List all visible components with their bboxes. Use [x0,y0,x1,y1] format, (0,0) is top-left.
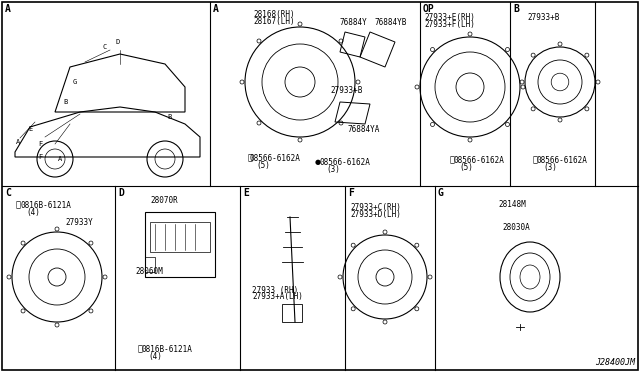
Text: 76884YB: 76884YB [375,18,408,27]
Text: G: G [438,188,444,198]
Text: 27933+F(LH): 27933+F(LH) [424,19,475,29]
Text: F: F [38,141,42,147]
Text: 08566-6162A: 08566-6162A [320,157,371,167]
Text: E: E [243,188,249,198]
Text: 0816B-6121A: 0816B-6121A [142,344,193,353]
Text: A: A [213,4,219,14]
Text: C: C [103,44,107,50]
Text: OP: OP [423,4,435,14]
Text: D: D [118,188,124,198]
Text: A: A [58,156,62,162]
Bar [282,304,302,322]
Text: 27933+E(RH): 27933+E(RH) [424,13,475,22]
Text: 28167(LH): 28167(LH) [253,16,294,26]
Text: B: B [513,4,519,14]
Text: C: C [5,188,11,198]
Text: G: G [73,79,77,85]
Text: 27933 (RH): 27933 (RH) [252,285,298,295]
Text: Ⓑ: Ⓑ [449,155,454,164]
Text: J28400JM: J28400JM [595,358,635,367]
Text: 27933Y: 27933Y [65,218,93,227]
Text: 08566-6162A: 08566-6162A [454,155,505,164]
Text: 28060M: 28060M [135,267,163,276]
Text: 08566-6162A: 08566-6162A [537,155,588,164]
Text: 76884Y: 76884Y [340,18,368,27]
Text: (5): (5) [459,163,473,171]
Text: B: B [63,99,67,105]
Text: Ⓑ: Ⓑ [138,344,143,353]
Text: A: A [5,4,11,14]
Text: 08566-6162A: 08566-6162A [250,154,301,163]
Text: Ⓑ: Ⓑ [15,201,20,209]
Bar [150,222,210,252]
Text: 0816B-6121A: 0816B-6121A [20,201,71,209]
Text: (3): (3) [326,164,340,173]
Text: 28148M: 28148M [498,199,525,208]
Text: 76884YA: 76884YA [348,125,380,134]
Text: B: B [168,114,172,120]
Text: (4): (4) [26,208,40,217]
Text: F: F [38,154,42,160]
Text: F: F [348,188,354,198]
Text: 27933+B: 27933+B [527,13,559,22]
Text: 28030A: 28030A [502,222,530,231]
Text: 27933+A(LH): 27933+A(LH) [252,292,303,301]
Text: 28168(RH): 28168(RH) [253,10,294,19]
Text: Ⓑ: Ⓑ [248,154,253,163]
Text: 28070R: 28070R [150,196,178,205]
Bar [145,257,155,272]
Text: (5): (5) [256,160,270,170]
Text: A: A [16,139,20,145]
Text: 27933+D(LH): 27933+D(LH) [350,209,401,218]
Text: (3): (3) [543,163,557,171]
Text: Ⓑ: Ⓑ [532,155,538,164]
Text: ●: ● [315,159,321,165]
Text: 27933+B: 27933+B [330,86,362,94]
Text: D: D [116,39,120,45]
Text: (4): (4) [148,352,162,360]
Text: E: E [28,126,32,132]
Text: 27933+C(RH): 27933+C(RH) [350,202,401,212]
